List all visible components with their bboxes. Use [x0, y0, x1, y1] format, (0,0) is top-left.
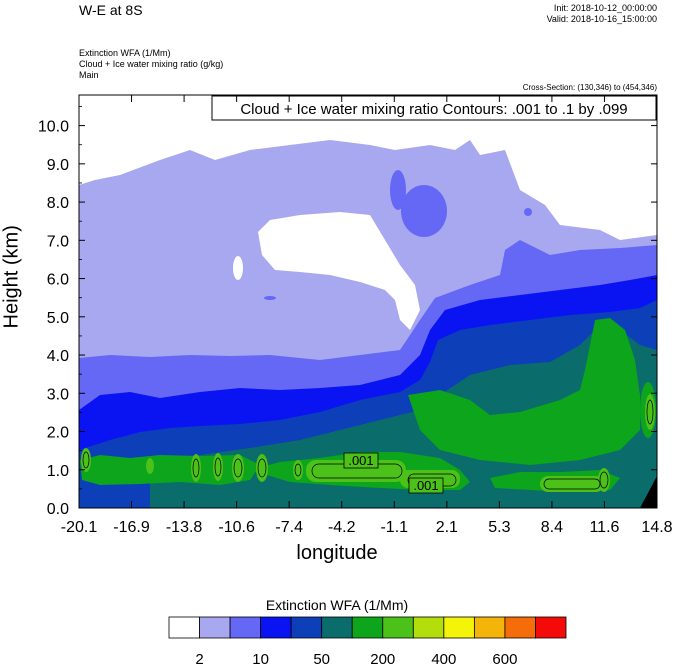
field-region-white-spot — [233, 256, 243, 280]
contour-label-box-2 — [408, 477, 444, 494]
colorbar-swatch-12 — [535, 616, 567, 639]
colorbar-swatch-4 — [290, 616, 323, 639]
field-region-white-top — [79, 95, 657, 240]
core-4 — [213, 453, 223, 481]
colorbar-label-1: 10 — [252, 651, 269, 667]
field-region-green-1 — [408, 318, 640, 465]
x-tick-label-5: -4.2 — [328, 519, 356, 536]
contour-line-3 — [214, 457, 222, 477]
x-axis: -20.1 -16.9 -13.8 -10.6 -7.4 -4.2 -1.1 2.1 5.3 8.… — [61, 95, 673, 536]
x-tick-label-4: -7.4 — [275, 519, 303, 536]
x-tick-label-6: -1.1 — [380, 519, 408, 536]
field-region-mid-patch2 — [390, 170, 406, 210]
colorbar-label-2: 50 — [313, 651, 330, 667]
core-2 — [146, 458, 154, 474]
y-axis: 0.0 1.0 2.0 3.0 4.0 5.0 6.0 7.0 8.0 9.0 10.0 — [38, 106, 657, 518]
contour-label-1: .001 — [348, 453, 373, 468]
contour-label-box-1 — [343, 452, 379, 469]
colorbar-label-3: 200 — [370, 651, 395, 667]
contour-line-6 — [294, 463, 302, 477]
contour-line-11 — [646, 399, 654, 425]
field-region-white-mid — [258, 212, 420, 330]
y-tick-label-10: 10.0 — [38, 119, 69, 136]
field-label-mixing-ratio: Cloud + Ice water mixing ratio (g/kg) — [79, 59, 224, 69]
core-12 — [645, 394, 655, 430]
colorbar-swatch-0 — [168, 616, 200, 639]
colorbar-swatch-1 — [199, 616, 231, 639]
core-1 — [81, 448, 91, 472]
field-label-extinction: Extinction WFA (1/Mm) — [79, 48, 171, 58]
field-region-mid-patch3 — [524, 208, 532, 216]
y-tick-label-6: 6.0 — [47, 272, 69, 289]
colorbar-swatch-5 — [321, 616, 353, 639]
x-tick-label-9: 8.4 — [541, 519, 563, 536]
x-tick-label-3: -10.6 — [218, 519, 255, 536]
contour-line-1 — [82, 451, 90, 469]
contour-line-5 — [257, 458, 267, 478]
x-tick-label-7: 2.1 — [436, 519, 458, 536]
contour-line-2 — [192, 458, 200, 478]
colorbar-swatch-10 — [473, 616, 506, 639]
colorbar-swatch-6 — [351, 616, 384, 639]
init-time: Init: 2018-10-12_00:00:00 — [553, 3, 657, 13]
field-region-mid-patch1 — [401, 185, 447, 237]
colorbar-title: Extinction WFA (1/Mm) — [265, 597, 409, 613]
colorbar-swatch-2 — [229, 616, 262, 639]
y-tick-label-4: 4.0 — [47, 348, 69, 365]
colorbar-swatch-11 — [504, 616, 536, 639]
contour-info-box — [211, 95, 657, 121]
core-6 — [256, 454, 268, 482]
colorbar: 2 10 50 200 400 600 — [168, 616, 567, 667]
y-tick-label-5: 5.0 — [47, 310, 69, 327]
y-tick-label-3: 3.0 — [47, 386, 69, 403]
contour-line-9 — [543, 478, 601, 490]
terrain — [640, 476, 657, 508]
contour-lines — [82, 399, 654, 490]
x-tick-label-0: -20.1 — [61, 519, 98, 536]
y-axis-title: Height (km) — [0, 225, 23, 329]
y-tick-label-0: 0.0 — [47, 501, 69, 518]
y-tick-label-9: 9.0 — [47, 157, 69, 174]
y-tick-label-7: 7.0 — [47, 233, 69, 250]
colorbar-swatch-8 — [412, 616, 445, 639]
x-tick-label-2: -13.8 — [166, 519, 203, 536]
x-tick-label-10: 11.6 — [589, 519, 619, 536]
colorbar-label-4: 400 — [431, 651, 456, 667]
core-10 — [540, 476, 604, 492]
x-tick-label-8: 5.3 — [488, 519, 510, 536]
contour-line-10 — [599, 471, 609, 489]
colorbar-label-5: 600 — [492, 651, 517, 667]
cross-section-label: Cross-Section: (130,346) to (454,346) — [522, 83, 657, 92]
heatmap-field — [79, 95, 657, 508]
contour-line-4 — [233, 458, 243, 478]
field-region-white-right — [580, 180, 657, 235]
field-region-mid-patch4 — [264, 296, 276, 300]
x-axis-title: longitude — [296, 542, 378, 564]
core-5 — [232, 454, 244, 482]
colorbar-label-0: 2 — [195, 651, 203, 667]
x-tick-label-11: 14.8 — [641, 519, 672, 536]
field-label-domain: Main — [79, 70, 99, 80]
y-tick-label-8: 8.0 — [47, 195, 69, 212]
colorbar-swatch-9 — [443, 616, 475, 639]
core-8 — [306, 460, 406, 482]
contour-label-2: .001 — [413, 478, 438, 493]
colorbar-swatch-7 — [382, 616, 414, 639]
plot-frame — [78, 94, 658, 509]
y-tick-label-2: 2.0 — [47, 425, 69, 442]
y-tick-label-1: 1.0 — [47, 463, 69, 480]
colorbar-swatch-3 — [260, 616, 292, 639]
x-tick-label-1: -16.9 — [113, 519, 150, 536]
plot-title: W-E at 8S — [79, 2, 143, 18]
contour-info-text: Cloud + Ice water mixing ratio Contours:… — [240, 101, 627, 118]
valid-time: Valid: 2018-10-16_15:00:00 — [546, 14, 657, 24]
core-7 — [293, 460, 303, 480]
core-3 — [191, 454, 201, 482]
